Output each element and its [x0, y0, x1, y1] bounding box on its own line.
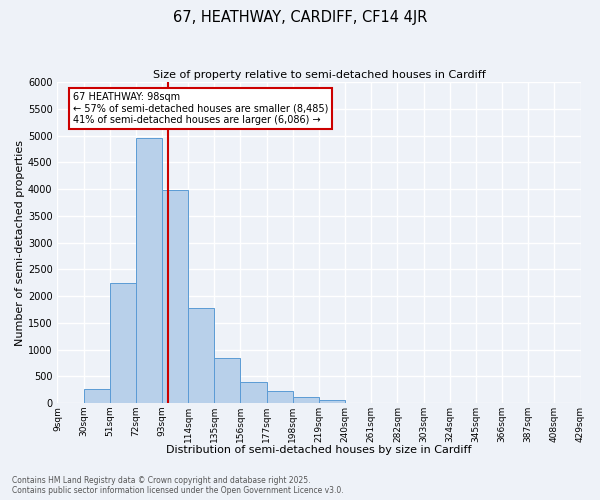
Bar [319, 400, 345, 403]
Bar [110, 282, 136, 403]
Y-axis label: Number of semi-detached properties: Number of semi-detached properties [15, 140, 25, 346]
X-axis label: Distribution of semi-detached houses by size in Cardiff: Distribution of semi-detached houses by … [166, 445, 472, 455]
Bar [136, 138, 162, 403]
Bar [83, 388, 110, 403]
Title: Size of property relative to semi-detached houses in Cardiff: Size of property relative to semi-detach… [152, 70, 485, 80]
Text: 67 HEATHWAY: 98sqm
← 57% of semi-detached houses are smaller (8,485)
41% of semi: 67 HEATHWAY: 98sqm ← 57% of semi-detache… [73, 92, 328, 125]
Text: Contains HM Land Registry data © Crown copyright and database right 2025.
Contai: Contains HM Land Registry data © Crown c… [12, 476, 344, 495]
Text: 67, HEATHWAY, CARDIFF, CF14 4JR: 67, HEATHWAY, CARDIFF, CF14 4JR [173, 10, 427, 25]
Bar [162, 190, 188, 403]
Bar [266, 392, 293, 403]
Bar [188, 308, 214, 403]
Bar [214, 358, 241, 403]
Bar [241, 382, 266, 403]
Bar [293, 397, 319, 403]
